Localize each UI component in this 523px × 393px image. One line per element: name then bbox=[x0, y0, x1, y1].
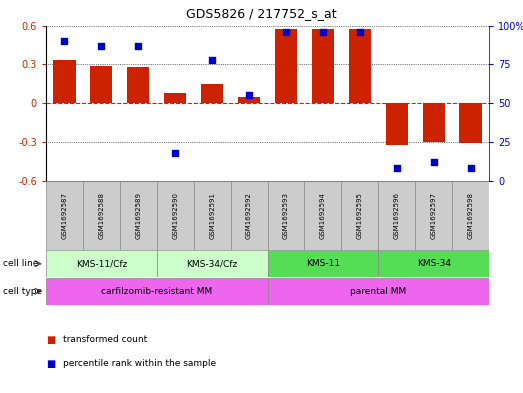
Bar bbox=[164, 93, 186, 103]
Text: GSM1692597: GSM1692597 bbox=[430, 192, 437, 239]
Bar bbox=[46, 278, 267, 305]
Bar bbox=[157, 250, 267, 277]
Bar bbox=[452, 181, 489, 250]
Text: ■: ■ bbox=[46, 358, 55, 369]
Bar bbox=[267, 181, 304, 250]
Bar bbox=[415, 181, 452, 250]
Point bbox=[134, 42, 142, 49]
Point bbox=[245, 92, 253, 99]
Text: transformed count: transformed count bbox=[63, 336, 147, 344]
Bar bbox=[267, 278, 489, 305]
Point bbox=[356, 29, 364, 35]
Text: GSM1692587: GSM1692587 bbox=[62, 192, 67, 239]
Text: percentile rank within the sample: percentile rank within the sample bbox=[63, 359, 216, 368]
Text: cell type: cell type bbox=[3, 287, 42, 296]
Bar bbox=[90, 66, 112, 103]
Point bbox=[171, 150, 179, 156]
Text: GSM1692591: GSM1692591 bbox=[209, 192, 215, 239]
Bar bbox=[238, 97, 260, 103]
Bar bbox=[460, 103, 482, 143]
Point bbox=[282, 29, 290, 35]
Text: GSM1692594: GSM1692594 bbox=[320, 192, 326, 239]
Text: GSM1692593: GSM1692593 bbox=[283, 192, 289, 239]
Point bbox=[429, 159, 438, 165]
Bar bbox=[267, 250, 378, 277]
Bar bbox=[127, 67, 150, 103]
Bar bbox=[194, 181, 231, 250]
Point bbox=[319, 29, 327, 35]
Text: GSM1692588: GSM1692588 bbox=[98, 192, 105, 239]
Text: GDS5826 / 217752_s_at: GDS5826 / 217752_s_at bbox=[186, 7, 337, 20]
Bar bbox=[231, 181, 267, 250]
Point bbox=[467, 165, 475, 171]
Text: KMS-11: KMS-11 bbox=[306, 259, 340, 268]
Text: parental MM: parental MM bbox=[350, 287, 406, 296]
Bar bbox=[275, 29, 297, 103]
Bar bbox=[423, 103, 445, 142]
Bar bbox=[378, 181, 415, 250]
Text: GSM1692595: GSM1692595 bbox=[357, 192, 363, 239]
Text: KMS-34: KMS-34 bbox=[417, 259, 451, 268]
Text: carfilzomib-resistant MM: carfilzomib-resistant MM bbox=[101, 287, 212, 296]
Bar bbox=[120, 181, 157, 250]
Point bbox=[97, 42, 106, 49]
Bar bbox=[342, 181, 378, 250]
Bar bbox=[312, 29, 334, 103]
Bar bbox=[304, 181, 342, 250]
Bar bbox=[385, 103, 408, 145]
Text: cell line: cell line bbox=[3, 259, 38, 268]
Text: GSM1692589: GSM1692589 bbox=[135, 192, 141, 239]
Text: ■: ■ bbox=[46, 335, 55, 345]
Bar bbox=[46, 181, 83, 250]
Text: GSM1692592: GSM1692592 bbox=[246, 192, 252, 239]
Bar bbox=[83, 181, 120, 250]
Bar bbox=[46, 250, 157, 277]
Text: GSM1692590: GSM1692590 bbox=[172, 192, 178, 239]
Point bbox=[393, 165, 401, 171]
Point bbox=[60, 38, 69, 44]
Bar bbox=[349, 29, 371, 103]
Bar bbox=[201, 84, 223, 103]
Bar bbox=[378, 250, 489, 277]
Text: GSM1692596: GSM1692596 bbox=[394, 192, 400, 239]
Text: KMS-11/Cfz: KMS-11/Cfz bbox=[76, 259, 127, 268]
Text: KMS-34/Cfz: KMS-34/Cfz bbox=[187, 259, 238, 268]
Bar bbox=[53, 61, 75, 103]
Bar bbox=[157, 181, 194, 250]
Text: GSM1692598: GSM1692598 bbox=[468, 192, 473, 239]
Point bbox=[208, 57, 217, 63]
